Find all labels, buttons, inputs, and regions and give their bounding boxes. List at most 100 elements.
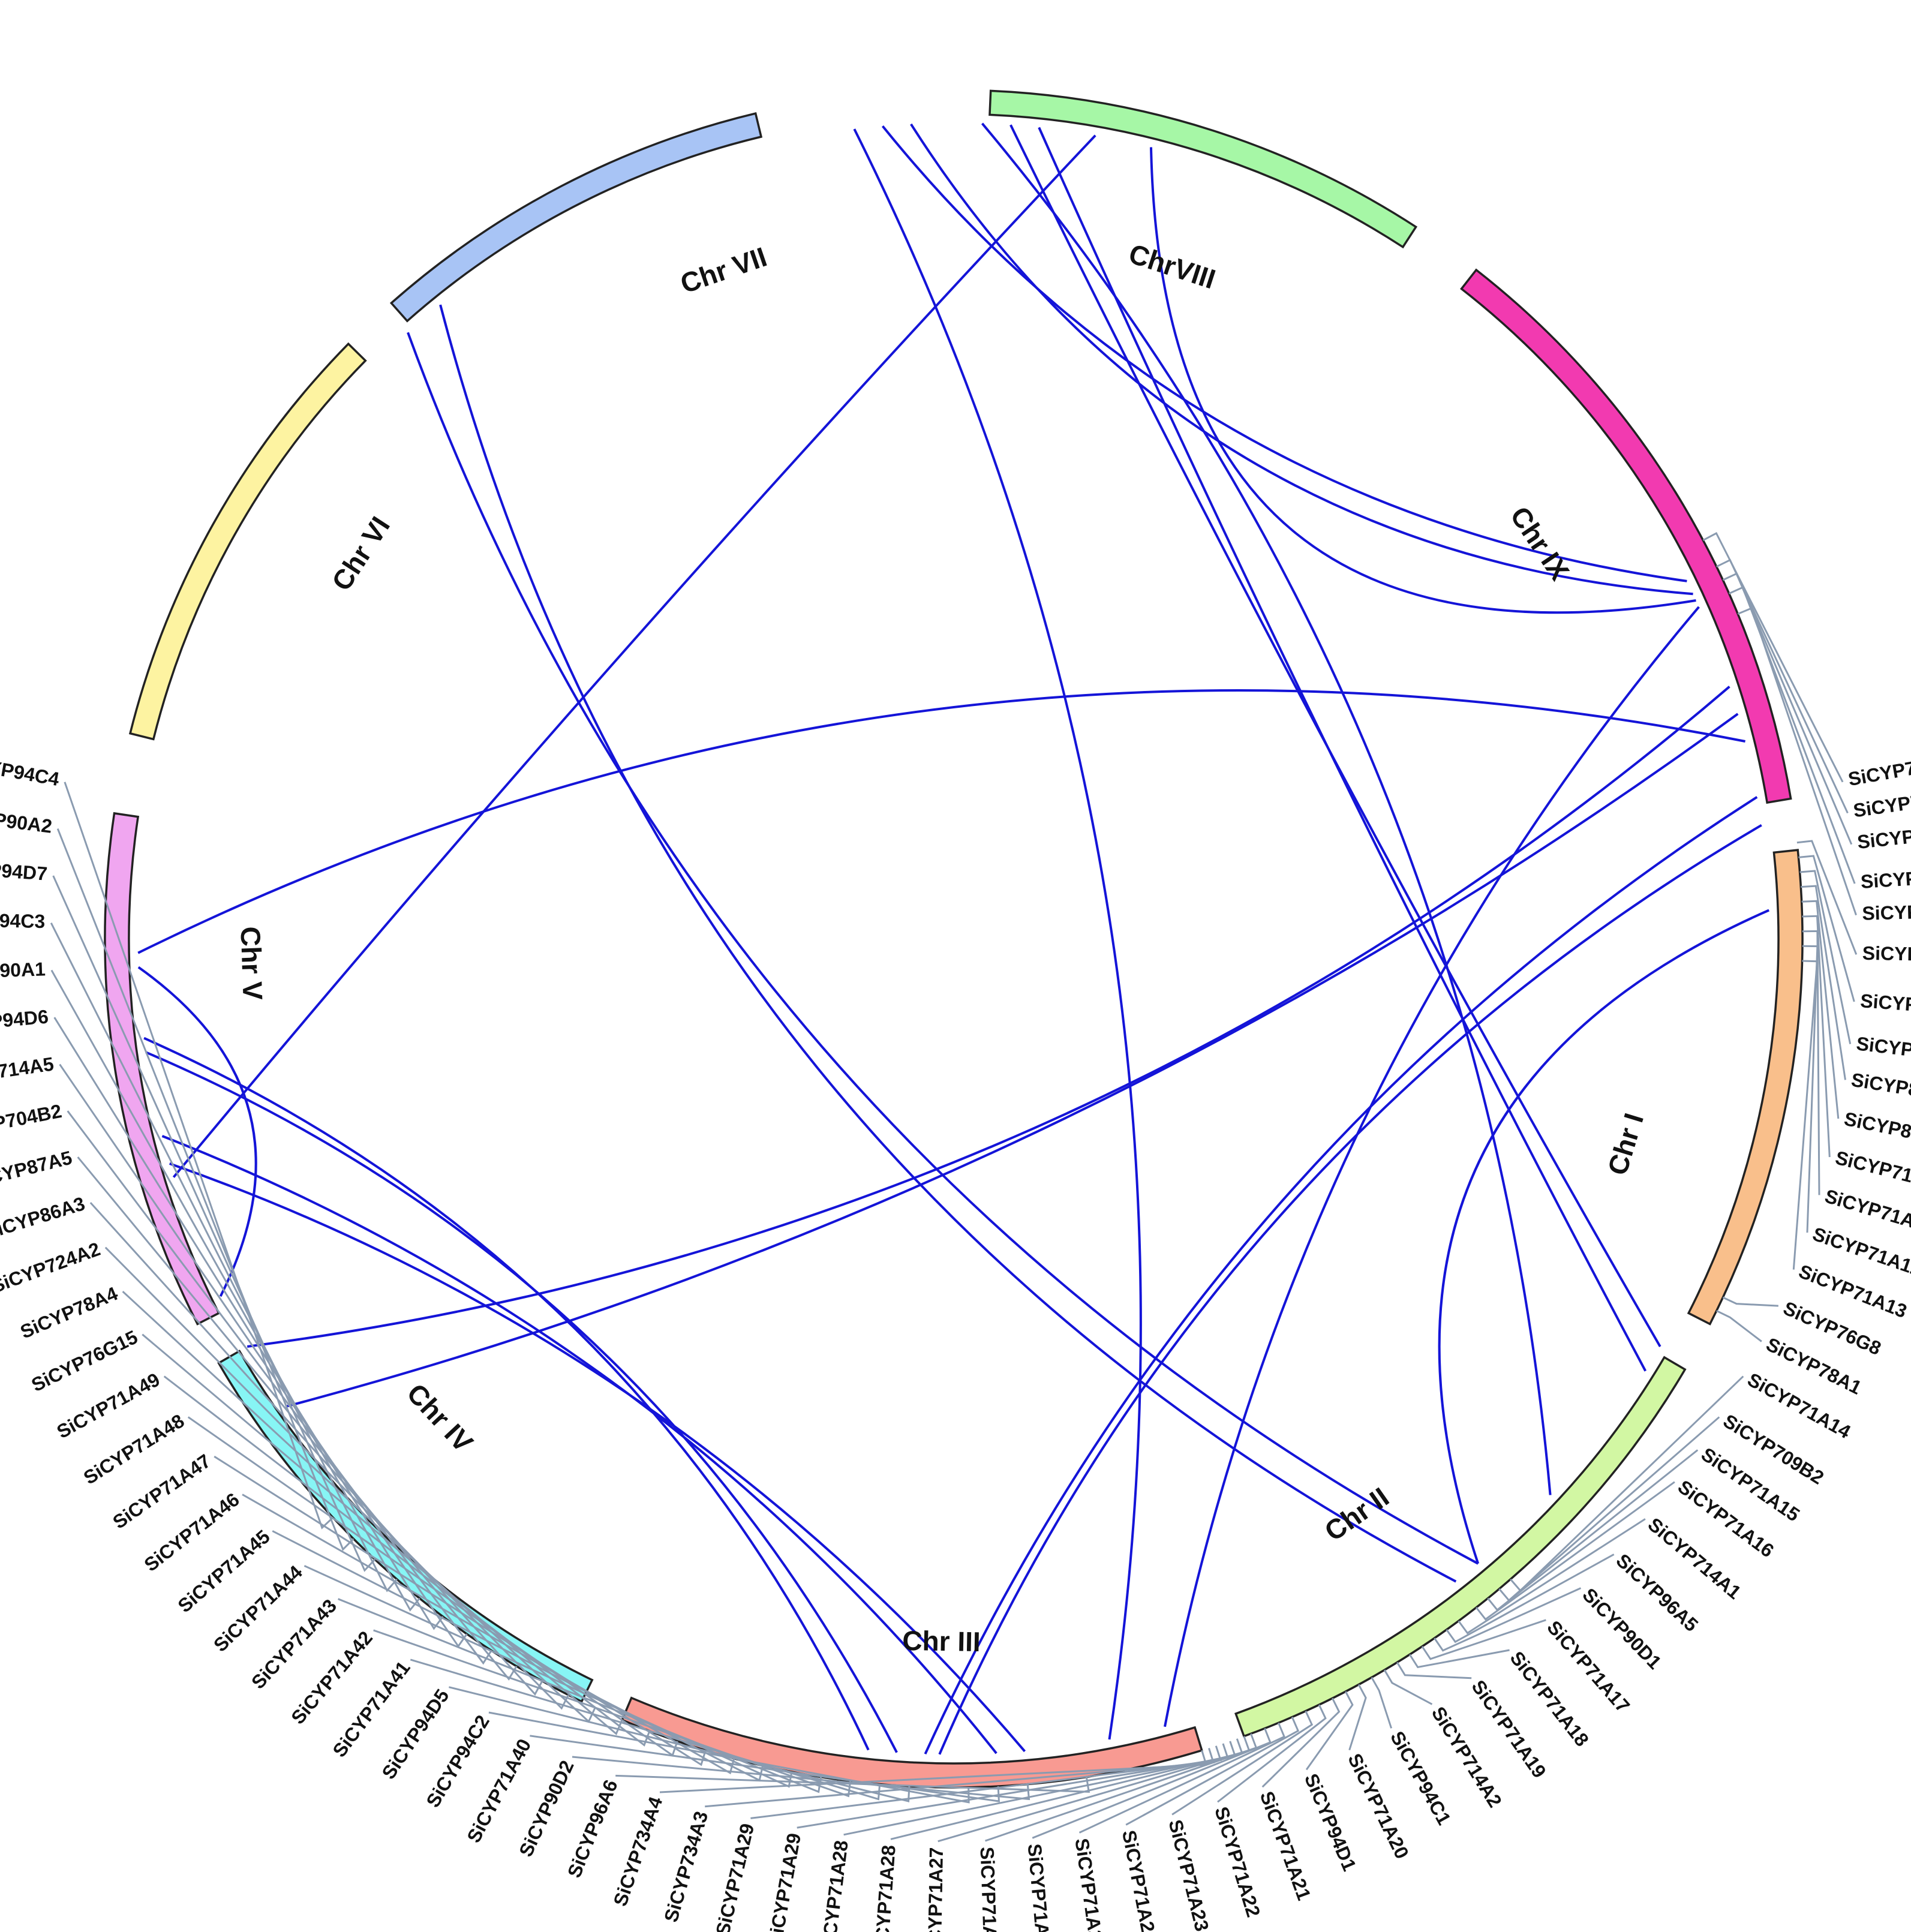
gene-label: SiCYP734A3 [660,1809,712,1925]
gene-leader-line [53,1017,444,1630]
gene-leader-line [1171,1710,1314,1816]
gene-label: SiCYP709B9 [1852,784,1911,821]
synteny-link [938,824,1762,1755]
gene-label: SiCYP734A1 [1856,819,1911,853]
gene-label: SiCYP71A28 [870,1844,900,1932]
synteny-link [924,796,1758,1755]
gene-leader-line [1801,885,1846,1080]
gene-leader-line [1383,1669,1433,1705]
gene-label: SiCYP94D7 [0,856,48,885]
chromosome-label: Chr IV [401,1377,479,1458]
gene-label: SiCYP94D1 [1300,1771,1361,1874]
gene-label: SiCYP87A5 [0,1147,74,1193]
chromosome-band-6 [128,342,367,741]
gene-label: SiCYP714A8 [1860,864,1911,893]
gene-leader-line [1305,1691,1354,1771]
gene-leader-line [705,1748,1215,1808]
gene-label: SiCYP86A3 [0,1192,88,1243]
gene-leader-line [1796,840,1858,955]
gene-leader-line [1032,1727,1272,1839]
gene-leader-line [67,1110,492,1665]
gene-label: SiCYP94D6 [0,1006,49,1036]
gene-label: SiCYP71A29 [764,1831,806,1932]
gene-leader-line [1261,1697,1341,1788]
gene-label: SiCYP78A4 [17,1282,121,1343]
synteny-link [407,332,1479,1565]
chromosome-label: Chr VI [326,511,396,596]
gene-leader-line [52,875,376,1572]
gene-leader-line [530,1735,1000,1802]
gene-leader-line [50,923,398,1593]
gene-leader-line [338,1598,822,1793]
gene-label: SiCYP86A1 [1850,1069,1911,1107]
gene-leader-line [449,1686,911,1802]
gene-leader-line [142,1333,623,1735]
gene-leader-line [50,969,420,1612]
gene-label: SiCYP724A2 [0,1238,103,1297]
gene-leader-line [56,828,354,1551]
synteny-link [143,1036,870,1751]
synteny-link [881,125,1687,582]
gene-label: SiCYP704A4 [1846,749,1911,791]
chromosome-label: ChrVIII [1125,238,1219,295]
synteny-link [161,1135,997,1754]
gene-label: SiCYP96A6 [563,1777,622,1880]
gene-leader-line [1371,1676,1393,1729]
gene-leader-line [272,1530,764,1782]
gene-label: SiCYP71A22 [1210,1804,1264,1920]
gene-leader-line [1078,1722,1286,1834]
gene-leader-line [615,1774,1090,1793]
gene-label: SiCYP87A1 [1843,1108,1911,1150]
chromosome-bands [104,89,1804,1789]
gene-label: SiCYP90A2 [0,803,53,837]
chromosome-band-2 [1234,1356,1687,1738]
gene-label: SiCYP71A1 [1862,900,1911,924]
gene-leader-line [59,1063,468,1648]
gene-label: SiCYP94C4 [0,751,61,790]
gene-leader-line [1716,558,1849,814]
gene-leader-line [843,1741,1236,1836]
gene-leader-line [187,1416,678,1757]
chromosome-band-9 [1460,268,1792,804]
gene-leader-line [488,1711,970,1804]
gene-leader-line [1446,1554,1615,1643]
chromosome-label: Chr II [1319,1481,1395,1547]
gene-leader-line [750,1745,1222,1819]
chromosome-label: Chr V [235,926,268,1001]
gene-leader-line [1421,1619,1546,1660]
gene-label: SiCYP714A5 [0,1053,55,1090]
gene-leader-line [1125,1717,1300,1826]
gene-leader-line [1396,1661,1472,1679]
gene-leader-line [77,1156,518,1681]
gene-leader-line [572,1756,1030,1801]
synteny-links [137,122,1770,1755]
gene-leader-line [1722,572,1853,845]
gene-leader-line [104,1246,569,1710]
gene-label: SiCYP71A27 [924,1847,947,1932]
synteny-link [1438,909,1770,1564]
synteny-link [1038,127,1647,1372]
gene-leader-line [410,1658,881,1801]
gene-label: SiCYP71A24 [1118,1828,1161,1932]
gene-leader-line [214,1455,707,1766]
gene-leader-line [1802,945,1819,1233]
chromosome-labels: Chr I Chr II Chr III Chr IV Chr V Chr VI Chr V… [235,238,1649,1657]
gene-leader-line [1802,930,1820,1195]
chromosome-band-7 [389,112,763,323]
synteny-link [981,122,1552,1495]
gene-label: SiCYP71A23 [1165,1817,1213,1932]
gene-leader-line [1722,1296,1778,1307]
chromosome-label: Chr VII [677,241,771,299]
synteny-link [439,304,1457,1583]
gene-leader-line [242,1494,735,1775]
gene-leader-line [1737,606,1857,916]
gene-label: SiCYP94C1 [1386,1727,1455,1828]
synteny-link [1150,147,1696,614]
gene-leader-line [797,1743,1229,1829]
gene-leader-line [89,1201,543,1696]
gene-leader-line [122,1290,596,1723]
synteny-link [247,686,1730,1348]
synteny-link [137,966,257,1297]
gene-leader-line [985,1733,1258,1842]
